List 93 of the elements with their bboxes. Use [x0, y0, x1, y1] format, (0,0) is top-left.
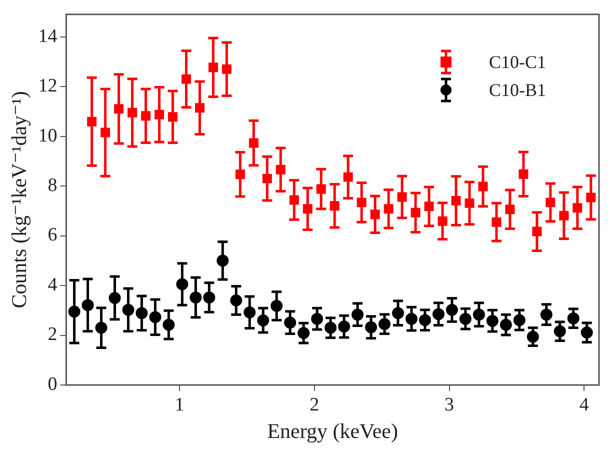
- point: [330, 201, 340, 211]
- point: [424, 202, 434, 212]
- y-tick-label: 2: [48, 324, 58, 346]
- point: [352, 308, 364, 321]
- point: [478, 182, 488, 192]
- y-tick-label: 4: [48, 274, 58, 296]
- y-tick-label: 8: [48, 175, 58, 196]
- point: [316, 184, 326, 194]
- point: [95, 322, 108, 334]
- point: [540, 308, 552, 321]
- point: [270, 300, 283, 312]
- point: [324, 322, 337, 334]
- y-tick-label: 10: [38, 125, 58, 146]
- point: [546, 198, 556, 208]
- point: [100, 128, 110, 138]
- point: [114, 104, 124, 114]
- point: [370, 210, 380, 220]
- y-tick-label: 0: [48, 374, 58, 395]
- y-axis-title: Counts (kg⁻¹keV⁻¹day⁻¹): [7, 91, 32, 308]
- x-tick-label: 2: [310, 394, 320, 416]
- point: [432, 308, 444, 320]
- point: [154, 110, 164, 120]
- point: [122, 304, 134, 316]
- x-tick-label: 1: [174, 394, 184, 416]
- point: [276, 164, 286, 174]
- y-tick-label: 14: [38, 26, 58, 47]
- point: [464, 198, 474, 208]
- point: [244, 306, 256, 318]
- point: [554, 325, 566, 338]
- point: [378, 318, 391, 330]
- point: [176, 278, 188, 290]
- point: [128, 108, 138, 118]
- point: [190, 291, 202, 304]
- point: [136, 307, 148, 320]
- x-tick-label: 4: [579, 394, 590, 416]
- point: [451, 196, 461, 206]
- point: [289, 195, 299, 205]
- point: [82, 299, 94, 312]
- point: [356, 198, 366, 208]
- point: [182, 74, 191, 84]
- point: [248, 138, 258, 148]
- point: [108, 292, 121, 304]
- point: [302, 204, 312, 214]
- point: [513, 314, 526, 326]
- point: [486, 314, 498, 327]
- point: [230, 294, 242, 306]
- point: [222, 64, 232, 74]
- point: [338, 320, 350, 333]
- point: [194, 103, 204, 113]
- point: [208, 62, 218, 72]
- point: [216, 254, 229, 267]
- y-tick-label: 12: [38, 76, 58, 97]
- point: [572, 203, 582, 213]
- legend-label: C10-B1: [489, 79, 546, 102]
- point: [343, 172, 353, 182]
- point: [459, 312, 472, 325]
- point: [518, 169, 528, 179]
- point: [87, 116, 97, 126]
- point: [472, 308, 485, 321]
- point: [168, 112, 178, 122]
- point: [559, 210, 569, 220]
- point: [397, 192, 407, 202]
- point: [526, 330, 539, 343]
- point: [586, 192, 596, 202]
- point: [580, 326, 593, 339]
- point: [365, 321, 378, 334]
- point: [410, 208, 420, 218]
- x-axis-title: Energy (keVee): [267, 418, 398, 443]
- point: [311, 312, 324, 325]
- point: [500, 318, 512, 331]
- point: [262, 174, 272, 184]
- point: [418, 314, 431, 326]
- point: [532, 226, 542, 236]
- point: [235, 170, 245, 180]
- point: [149, 311, 162, 324]
- point: [384, 204, 394, 214]
- point: [298, 327, 310, 340]
- point: [203, 291, 216, 304]
- point: [392, 307, 404, 320]
- legend-label: C10-C1: [489, 51, 546, 74]
- point: [446, 304, 458, 316]
- point: [438, 216, 448, 226]
- point: [141, 111, 151, 121]
- y-tick-label: 6: [48, 224, 58, 246]
- point: [68, 306, 80, 318]
- point: [406, 312, 418, 325]
- point: [257, 314, 270, 326]
- point: [162, 318, 175, 331]
- x-tick-label: 3: [444, 394, 454, 416]
- point: [505, 204, 515, 214]
- point: [492, 217, 502, 227]
- point: [567, 312, 580, 324]
- point: [284, 316, 296, 329]
